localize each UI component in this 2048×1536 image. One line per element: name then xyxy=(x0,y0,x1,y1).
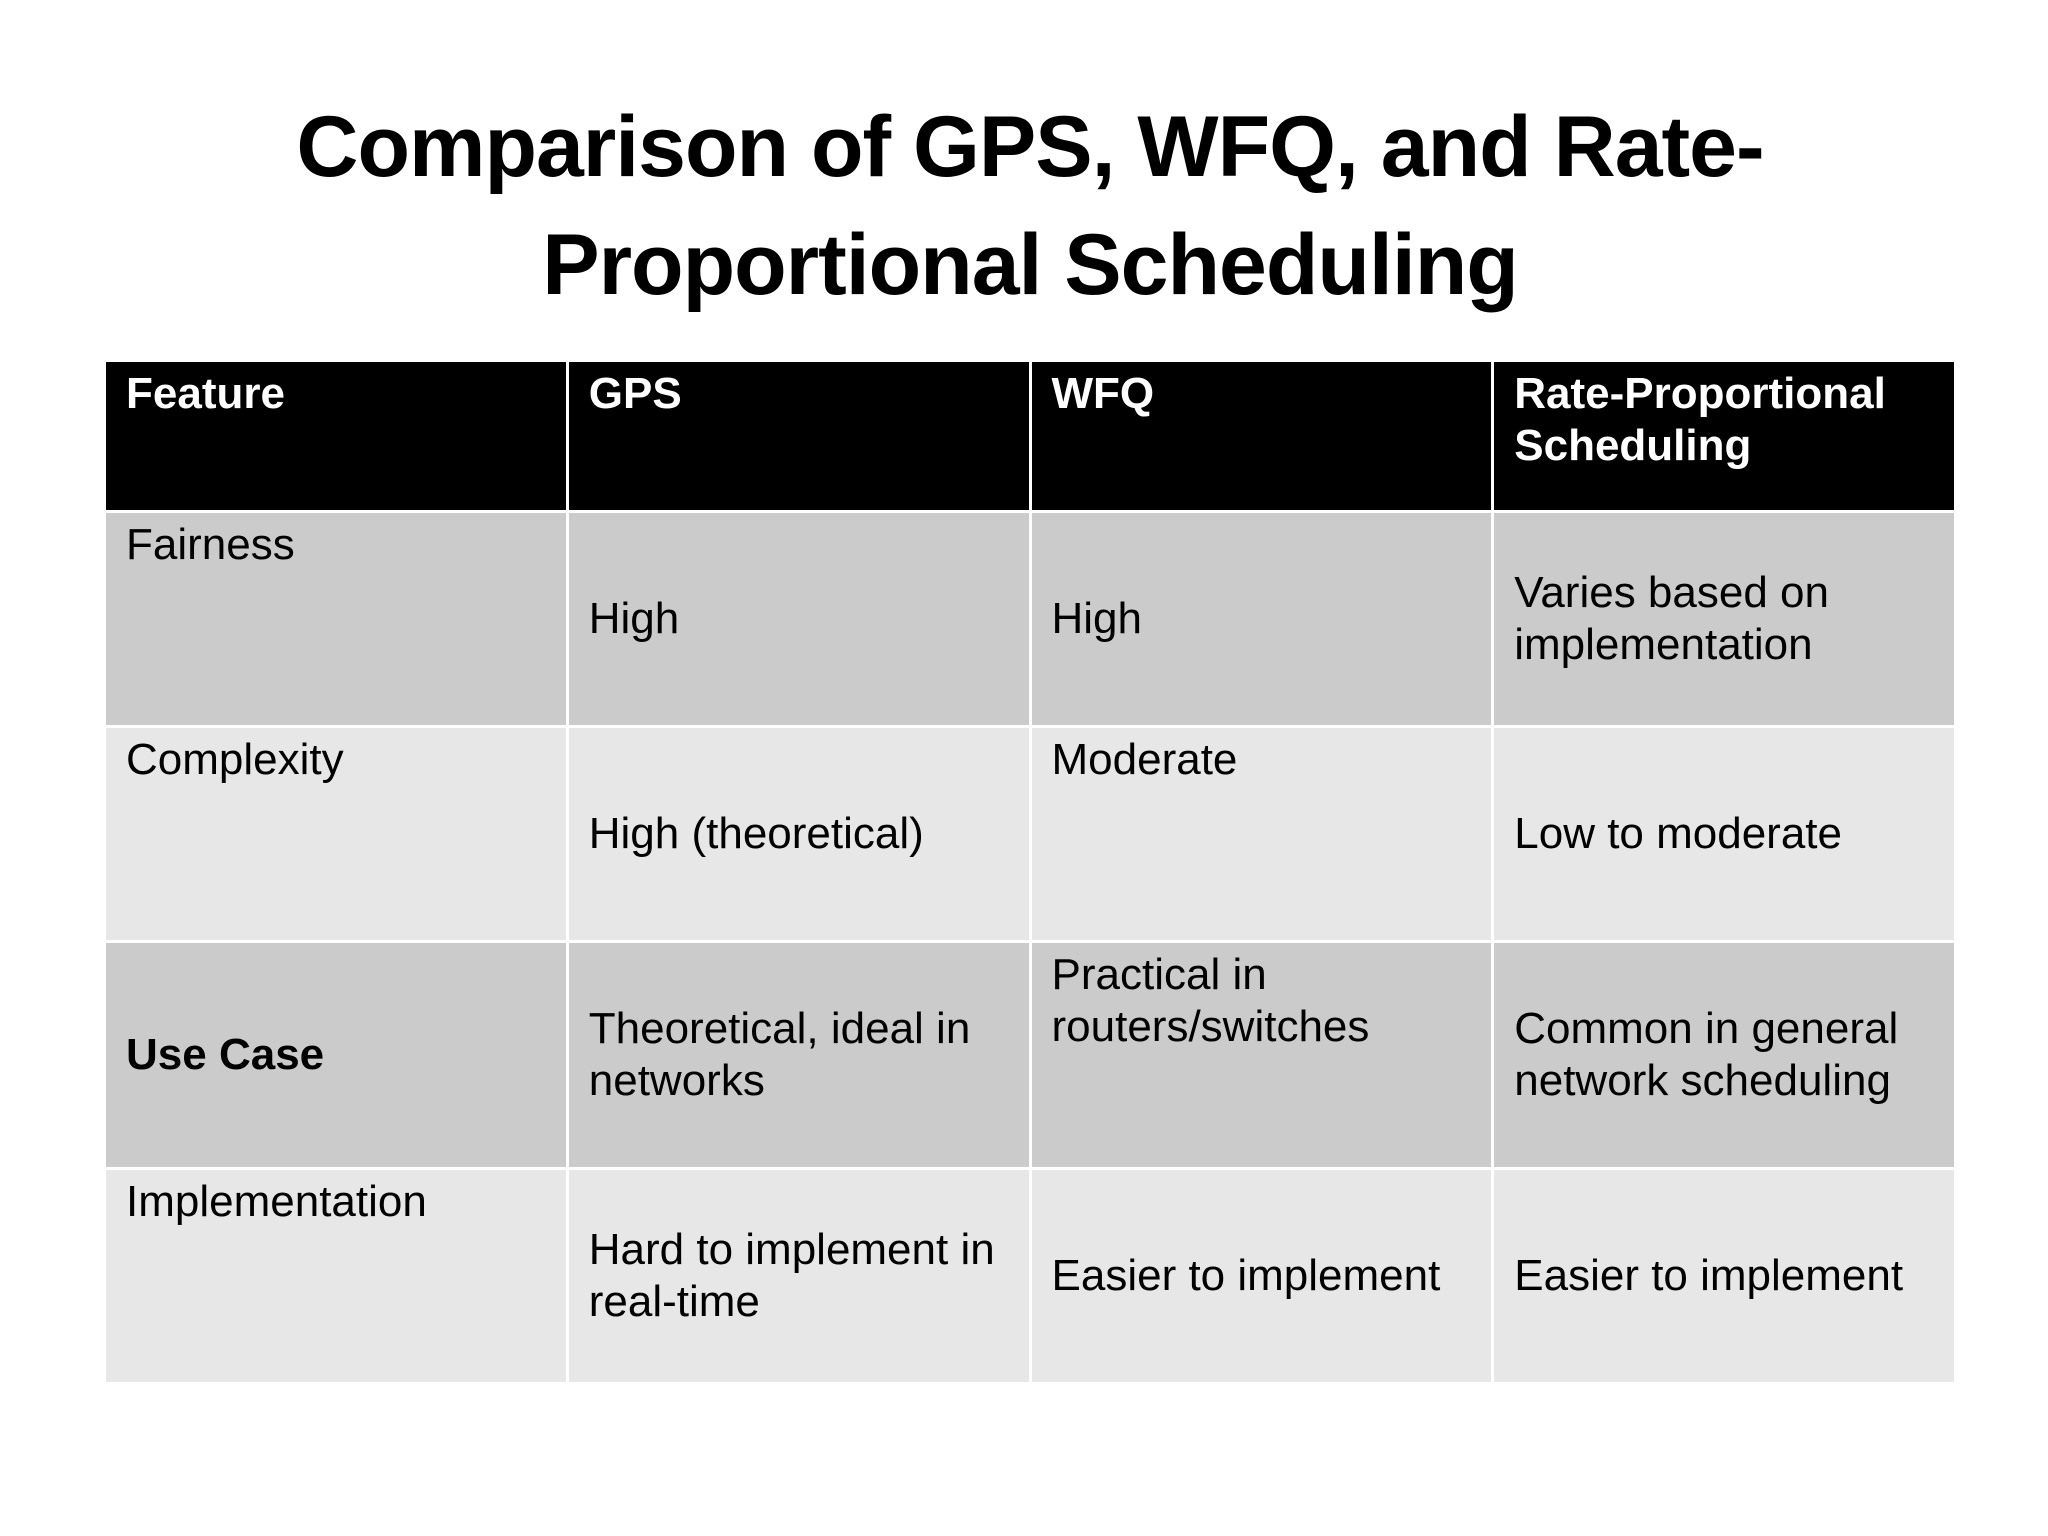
cell-feature: Use Case xyxy=(103,940,569,1170)
table-row: Implementation Hard to implement in real… xyxy=(103,1167,1957,1385)
cell-rate-proportional: Low to moderate xyxy=(1491,725,1957,943)
table-header-row: Feature GPS WFQ Rate-Proportional Schedu… xyxy=(103,359,1957,513)
table-row: Complexity High (theoretical) Moderate L… xyxy=(103,725,1957,943)
cell-wfq: High xyxy=(1028,510,1495,728)
cell-feature: Fairness xyxy=(103,510,569,728)
header-wfq: WFQ xyxy=(1028,359,1495,513)
slide-title: Comparison of GPS, WFQ, and Rate- Propor… xyxy=(180,88,1880,324)
header-gps: GPS xyxy=(565,359,1032,513)
cell-wfq: Moderate xyxy=(1028,725,1495,943)
cell-wfq: Practical in routers/switches xyxy=(1028,940,1495,1170)
comparison-table: Feature GPS WFQ Rate-Proportional Schedu… xyxy=(103,359,1957,1385)
cell-gps: High (theoretical) xyxy=(565,725,1032,943)
cell-rate-proportional: Varies based on implementation xyxy=(1491,510,1957,728)
header-feature: Feature xyxy=(103,359,569,513)
table-row: Use Case Theoretical, ideal in networks … xyxy=(103,940,1957,1170)
cell-gps: Hard to implement in real-time xyxy=(565,1167,1032,1385)
table-row: Fairness High High Varies based on imple… xyxy=(103,510,1957,728)
cell-gps: Theoretical, ideal in networks xyxy=(565,940,1032,1170)
slide-title-line-1: Comparison of GPS, WFQ, and Rate- xyxy=(296,99,1764,195)
slide-title-line-2: Proportional Scheduling xyxy=(542,217,1519,313)
cell-feature: Complexity xyxy=(103,725,569,943)
cell-wfq: Easier to implement xyxy=(1028,1167,1495,1385)
cell-rate-proportional: Common in general network scheduling xyxy=(1491,940,1957,1170)
cell-gps: High xyxy=(565,510,1032,728)
header-rate-proportional: Rate-Proportional Scheduling xyxy=(1491,359,1957,513)
cell-rate-proportional: Easier to implement xyxy=(1491,1167,1957,1385)
cell-feature: Implementation xyxy=(103,1167,569,1385)
